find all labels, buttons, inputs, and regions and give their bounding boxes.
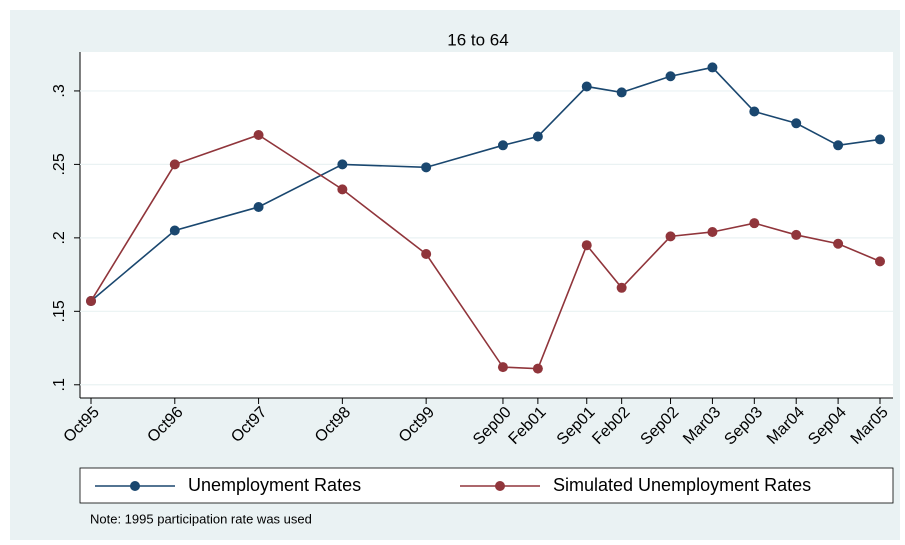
y-tick-label: .25	[51, 153, 68, 175]
data-point	[337, 159, 348, 170]
data-point	[497, 362, 508, 373]
data-point	[875, 256, 885, 267]
data-point	[421, 249, 432, 260]
y-tick-label: .3	[51, 84, 68, 97]
data-point	[791, 229, 802, 240]
data-point	[581, 240, 592, 251]
legend-marker	[495, 481, 505, 491]
data-point	[532, 363, 543, 374]
note: Note: 1995 participation rate was used	[90, 511, 312, 526]
data-point	[749, 218, 760, 229]
y-tick-label: .2	[51, 231, 68, 244]
data-point	[616, 87, 627, 98]
data-point	[749, 106, 760, 117]
plot-area	[80, 52, 893, 398]
data-point	[337, 184, 348, 195]
chart-title: 16 to 64	[447, 30, 508, 49]
data-point	[875, 134, 885, 145]
data-point	[665, 231, 676, 242]
data-point	[86, 296, 96, 307]
data-point	[421, 162, 432, 173]
y-tick-label: .1	[51, 378, 68, 391]
data-point	[253, 202, 264, 213]
data-point	[253, 130, 264, 141]
data-point	[791, 118, 802, 129]
data-point	[833, 238, 844, 249]
legend-label: Simulated Unemployment Rates	[553, 475, 811, 495]
data-point	[169, 159, 180, 170]
legend-marker	[130, 481, 140, 491]
data-point	[665, 71, 676, 82]
data-point	[581, 81, 592, 92]
data-point	[532, 131, 543, 142]
data-point	[497, 140, 508, 151]
data-point	[707, 62, 718, 73]
data-point	[707, 226, 718, 237]
y-tick-label: .15	[51, 300, 68, 322]
data-point	[169, 225, 180, 236]
data-point	[616, 282, 627, 293]
legend-label: Unemployment Rates	[188, 475, 361, 495]
data-point	[833, 140, 844, 151]
